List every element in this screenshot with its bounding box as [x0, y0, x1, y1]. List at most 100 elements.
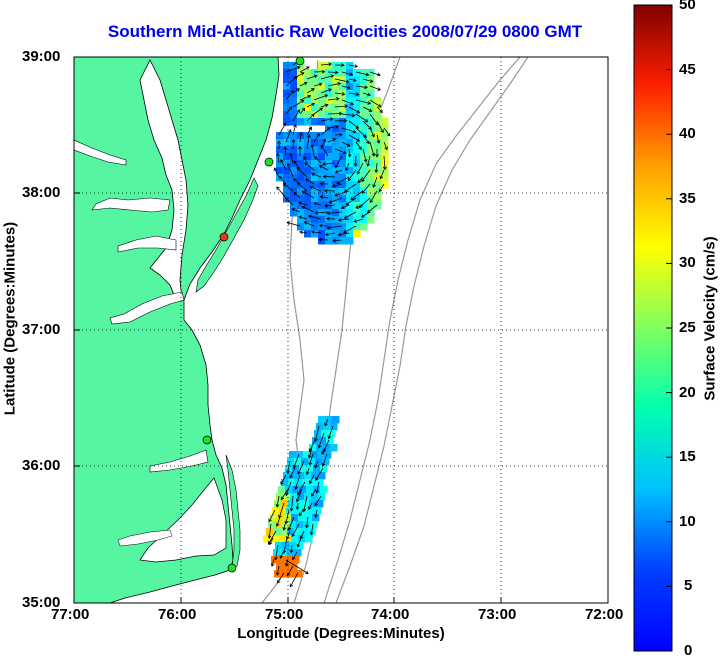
velocity-vector [295, 474, 301, 490]
velocity-cell [332, 97, 340, 105]
velocity-cell [289, 521, 297, 529]
velocity-cell [310, 451, 318, 459]
velocity-cell [353, 209, 361, 217]
velocity-vector [361, 183, 371, 194]
velocity-vector-head [324, 203, 328, 208]
velocity-field-north [276, 62, 389, 245]
velocity-cell [311, 174, 319, 182]
colorbar-label: Surface Velocity (cm/s) [701, 236, 719, 401]
velocity-cell [353, 69, 361, 77]
velocity-vector [271, 558, 275, 567]
velocity-vector [355, 141, 362, 150]
velocity-vector-head [337, 218, 342, 222]
velocity-cell [290, 563, 298, 571]
velocity-vector [376, 120, 384, 133]
colorbar-tick-label: 10 [679, 513, 696, 530]
velocity-cell [325, 111, 333, 119]
velocity-vector-head [318, 223, 323, 228]
velocity-cell [318, 160, 326, 168]
velocity-cell [275, 542, 283, 550]
velocity-vector-head [366, 163, 371, 167]
velocity-cell [381, 167, 389, 175]
velocity-cell [297, 153, 305, 161]
velocity-vector-head [341, 63, 345, 68]
velocity-vector [375, 162, 378, 173]
tributary-rappahannock [117, 235, 177, 253]
velocity-vector [372, 176, 378, 188]
velocity-vector-head [349, 72, 354, 77]
velocity-cell [339, 132, 347, 140]
velocity-vector [297, 537, 302, 548]
velocity-vector [287, 460, 291, 474]
velocity-vector-head [304, 162, 308, 166]
velocity-vector-head [353, 219, 358, 223]
velocity-cell [353, 132, 361, 140]
velocity-cell [283, 146, 291, 154]
velocity-cell [325, 188, 333, 196]
velocity-cell [367, 90, 375, 98]
velocity-vector-head [347, 85, 351, 90]
velocity-cell [281, 570, 289, 578]
velocity-cell [321, 430, 329, 438]
velocity-vector [285, 76, 298, 87]
velocity-vector [311, 231, 322, 234]
velocity-vector-head [298, 512, 303, 517]
velocity-vector-head [301, 190, 306, 195]
velocity-cell [304, 493, 312, 501]
velocity-cell [311, 69, 319, 77]
velocity-vector [355, 71, 369, 76]
velocity-cell [297, 493, 305, 501]
velocity-cell [311, 167, 319, 175]
velocity-vector [334, 78, 350, 83]
velocity-vector-head [327, 435, 332, 440]
velocity-vector [292, 124, 296, 136]
velocity-vector [314, 202, 322, 206]
velocity-cell [311, 139, 319, 147]
velocity-cell [286, 507, 294, 515]
velocity-cell [314, 430, 322, 438]
velocity-vector-head [308, 126, 312, 131]
velocity-vector-head [360, 214, 365, 218]
velocity-vector-head [371, 152, 376, 157]
velocity-cell [311, 132, 319, 140]
velocity-vector [296, 488, 303, 502]
velocity-cell [297, 76, 305, 84]
velocity-cell [325, 132, 333, 140]
velocity-vector [298, 509, 304, 517]
velocity-vector-head [268, 518, 272, 523]
velocity-cell [276, 146, 284, 154]
velocity-cell [283, 104, 291, 112]
velocity-vector-head [298, 201, 302, 205]
velocity-vector [322, 453, 328, 466]
velocity-vector-head [303, 81, 308, 86]
velocity-cell [290, 195, 298, 203]
velocity-vector-head [319, 195, 324, 199]
velocity-vector-head [306, 66, 310, 70]
velocity-vector [314, 425, 320, 442]
x-tick-label: 72:00 [585, 606, 624, 623]
velocity-cell [318, 472, 326, 480]
velocity-cell [332, 132, 340, 140]
velocity-cell [346, 97, 354, 105]
velocity-vector-head [310, 492, 315, 497]
velocity-cell [346, 188, 354, 196]
velocity-cell [290, 97, 298, 105]
velocity-vector [362, 106, 372, 112]
velocity-cell [353, 188, 361, 196]
velocity-cell [283, 188, 291, 196]
velocity-cell [297, 188, 305, 196]
velocity-vector-head [377, 87, 381, 91]
velocity-cell [360, 174, 368, 182]
velocity-cell [332, 146, 340, 154]
velocity-vectors [267, 59, 391, 588]
bathymetry-contour-slope [335, 57, 529, 603]
velocity-vector-head [341, 92, 346, 96]
velocity-vector-head [313, 201, 318, 206]
velocity-cell [287, 528, 295, 536]
velocity-vector-head [338, 111, 343, 116]
colorbar-tick-label: 50 [679, 0, 696, 13]
velocity-cell [311, 472, 319, 480]
velocity-vector [357, 162, 364, 175]
velocity-vector-head [363, 158, 368, 163]
velocity-vector-head [295, 498, 300, 503]
